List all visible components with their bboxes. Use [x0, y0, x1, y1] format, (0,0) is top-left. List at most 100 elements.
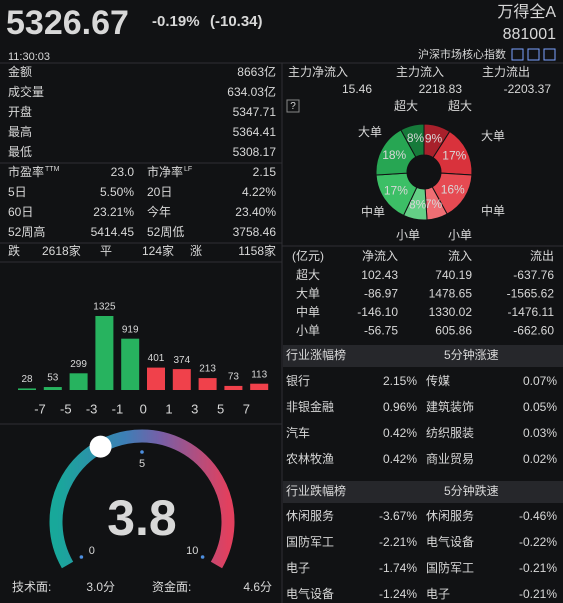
index-name: 万得全A	[497, 3, 556, 21]
flow-value: -2203.37	[504, 82, 552, 96]
table-value: 740.19	[435, 268, 472, 282]
stat-value: 5308.17	[233, 145, 277, 159]
donut-segment	[400, 123, 425, 158]
table-value: -1476.11	[508, 305, 555, 319]
bar-value-label: 213	[199, 364, 216, 375]
table-header: 净流入	[362, 249, 398, 263]
industry-value: -0.21%	[519, 587, 557, 601]
index-code: 881001	[503, 26, 556, 43]
flow-label: 主力流出	[482, 65, 530, 79]
flow-value: 15.46	[342, 82, 372, 96]
help-icon[interactable]	[286, 99, 300, 113]
gauge-tick	[200, 555, 205, 559]
bar-value-label: 374	[173, 355, 190, 366]
bar-value-label: 299	[70, 359, 87, 370]
x-axis-label: 5	[217, 401, 224, 416]
donut-percent: 9%	[425, 132, 443, 146]
gauge-tick-label: 10	[186, 545, 198, 557]
stat-value: 8663亿	[237, 64, 276, 79]
gauge-value: 3.8	[107, 490, 177, 546]
stat-value: 5364.41	[233, 125, 277, 139]
stat-value: 5347.71	[233, 105, 277, 119]
bar-value-label: 73	[228, 372, 240, 383]
table-value: -1565.62	[507, 287, 555, 301]
table-row-label: 大单	[296, 287, 320, 301]
gauge-arc	[49, 429, 235, 569]
industry-name: 休闲服务	[426, 508, 474, 523]
gauge-tick	[79, 555, 84, 559]
industry-name: 国防军工	[286, 534, 334, 549]
ratio-label: 市净率	[147, 164, 183, 179]
industry-value: 0.42%	[383, 452, 417, 466]
industry-value: 0.96%	[383, 400, 417, 414]
edit-icon[interactable]	[511, 48, 524, 61]
table-row-label: 小单	[296, 324, 320, 338]
ratio-value: 4.22%	[242, 185, 276, 199]
industry-name: 电子	[426, 587, 450, 601]
donut-percent: 7%	[425, 197, 443, 211]
donut-percent: 8%	[407, 131, 425, 145]
industry-name: 非银金融	[286, 399, 334, 414]
gauge-label: 资金面:	[152, 579, 191, 594]
industry-value: 0.42%	[383, 426, 417, 440]
bar	[121, 338, 140, 390]
industry-value: -0.46%	[519, 509, 557, 523]
industry-value: -0.21%	[519, 561, 557, 575]
ratio-value: 2.15	[253, 165, 277, 179]
donut-name: 小单	[396, 228, 420, 242]
donut-percent: 17%	[384, 183, 408, 197]
bar	[198, 378, 217, 390]
table-value: -637.76	[513, 268, 554, 282]
donut-name: 中单	[361, 204, 385, 219]
industry-name: 电气设备	[286, 586, 334, 601]
change-pct: -0.19%	[152, 13, 200, 30]
industry-value: -1.74%	[379, 561, 417, 575]
price: 5326.67	[6, 4, 129, 42]
breadth-label: 平	[100, 244, 112, 258]
section-title: 行业跌幅榜	[286, 483, 346, 498]
table-value: 1330.02	[429, 305, 473, 319]
industry-value: 2.15%	[383, 374, 417, 388]
table-header: 流入	[448, 249, 472, 263]
bar-value-label: 1325	[93, 302, 116, 313]
add-icon[interactable]	[543, 48, 556, 61]
section-title: 5分钟跌速	[444, 483, 499, 498]
stat-label: 最低	[8, 145, 32, 159]
ratio-value: 23.40%	[235, 205, 276, 219]
bar	[147, 367, 165, 390]
ratio-value: 3758.46	[233, 225, 277, 239]
industry-value: -0.22%	[519, 535, 557, 549]
bar	[69, 373, 88, 390]
bar-value-label: 53	[47, 373, 59, 384]
ratio-label: 60日	[8, 205, 33, 219]
industry-value: -2.21%	[379, 535, 417, 549]
industry-name: 建筑装饰	[426, 399, 474, 414]
gauge-tick-label: 5	[139, 458, 145, 470]
donut-percent: 8%	[409, 198, 427, 212]
ratio-value: 5414.45	[91, 225, 135, 239]
index-group: 沪深市场核心指数	[418, 47, 506, 61]
industry-name: 国防军工	[426, 560, 474, 575]
x-axis-label: 7	[243, 401, 250, 416]
gauge-label: 技术面:	[12, 580, 51, 594]
ratio-label: 今年	[147, 204, 171, 219]
bar-value-label: 919	[122, 324, 139, 335]
x-axis-label: 1	[165, 401, 172, 416]
flow-label: 主力净流入	[288, 65, 348, 79]
bar	[224, 385, 243, 390]
gauge-score: 4.6分	[243, 580, 272, 594]
table-value: -146.10	[357, 305, 398, 319]
ratio-value: 23.21%	[93, 205, 134, 219]
gauge-tick	[140, 450, 144, 454]
gauge-knob	[89, 435, 112, 458]
stat-label: 成交量	[8, 84, 44, 99]
table-value: 605.86	[435, 324, 472, 338]
donut-name: 超大	[394, 98, 418, 113]
ratio-value: 5.50%	[100, 185, 134, 199]
alert-icon[interactable]	[527, 48, 540, 61]
table-value: -662.60	[513, 324, 554, 338]
ratio-label: 52周低	[147, 225, 184, 239]
x-axis-label: 0	[140, 401, 147, 416]
change: (-10.34)	[210, 13, 263, 30]
industry-name: 纺织服装	[426, 426, 474, 440]
